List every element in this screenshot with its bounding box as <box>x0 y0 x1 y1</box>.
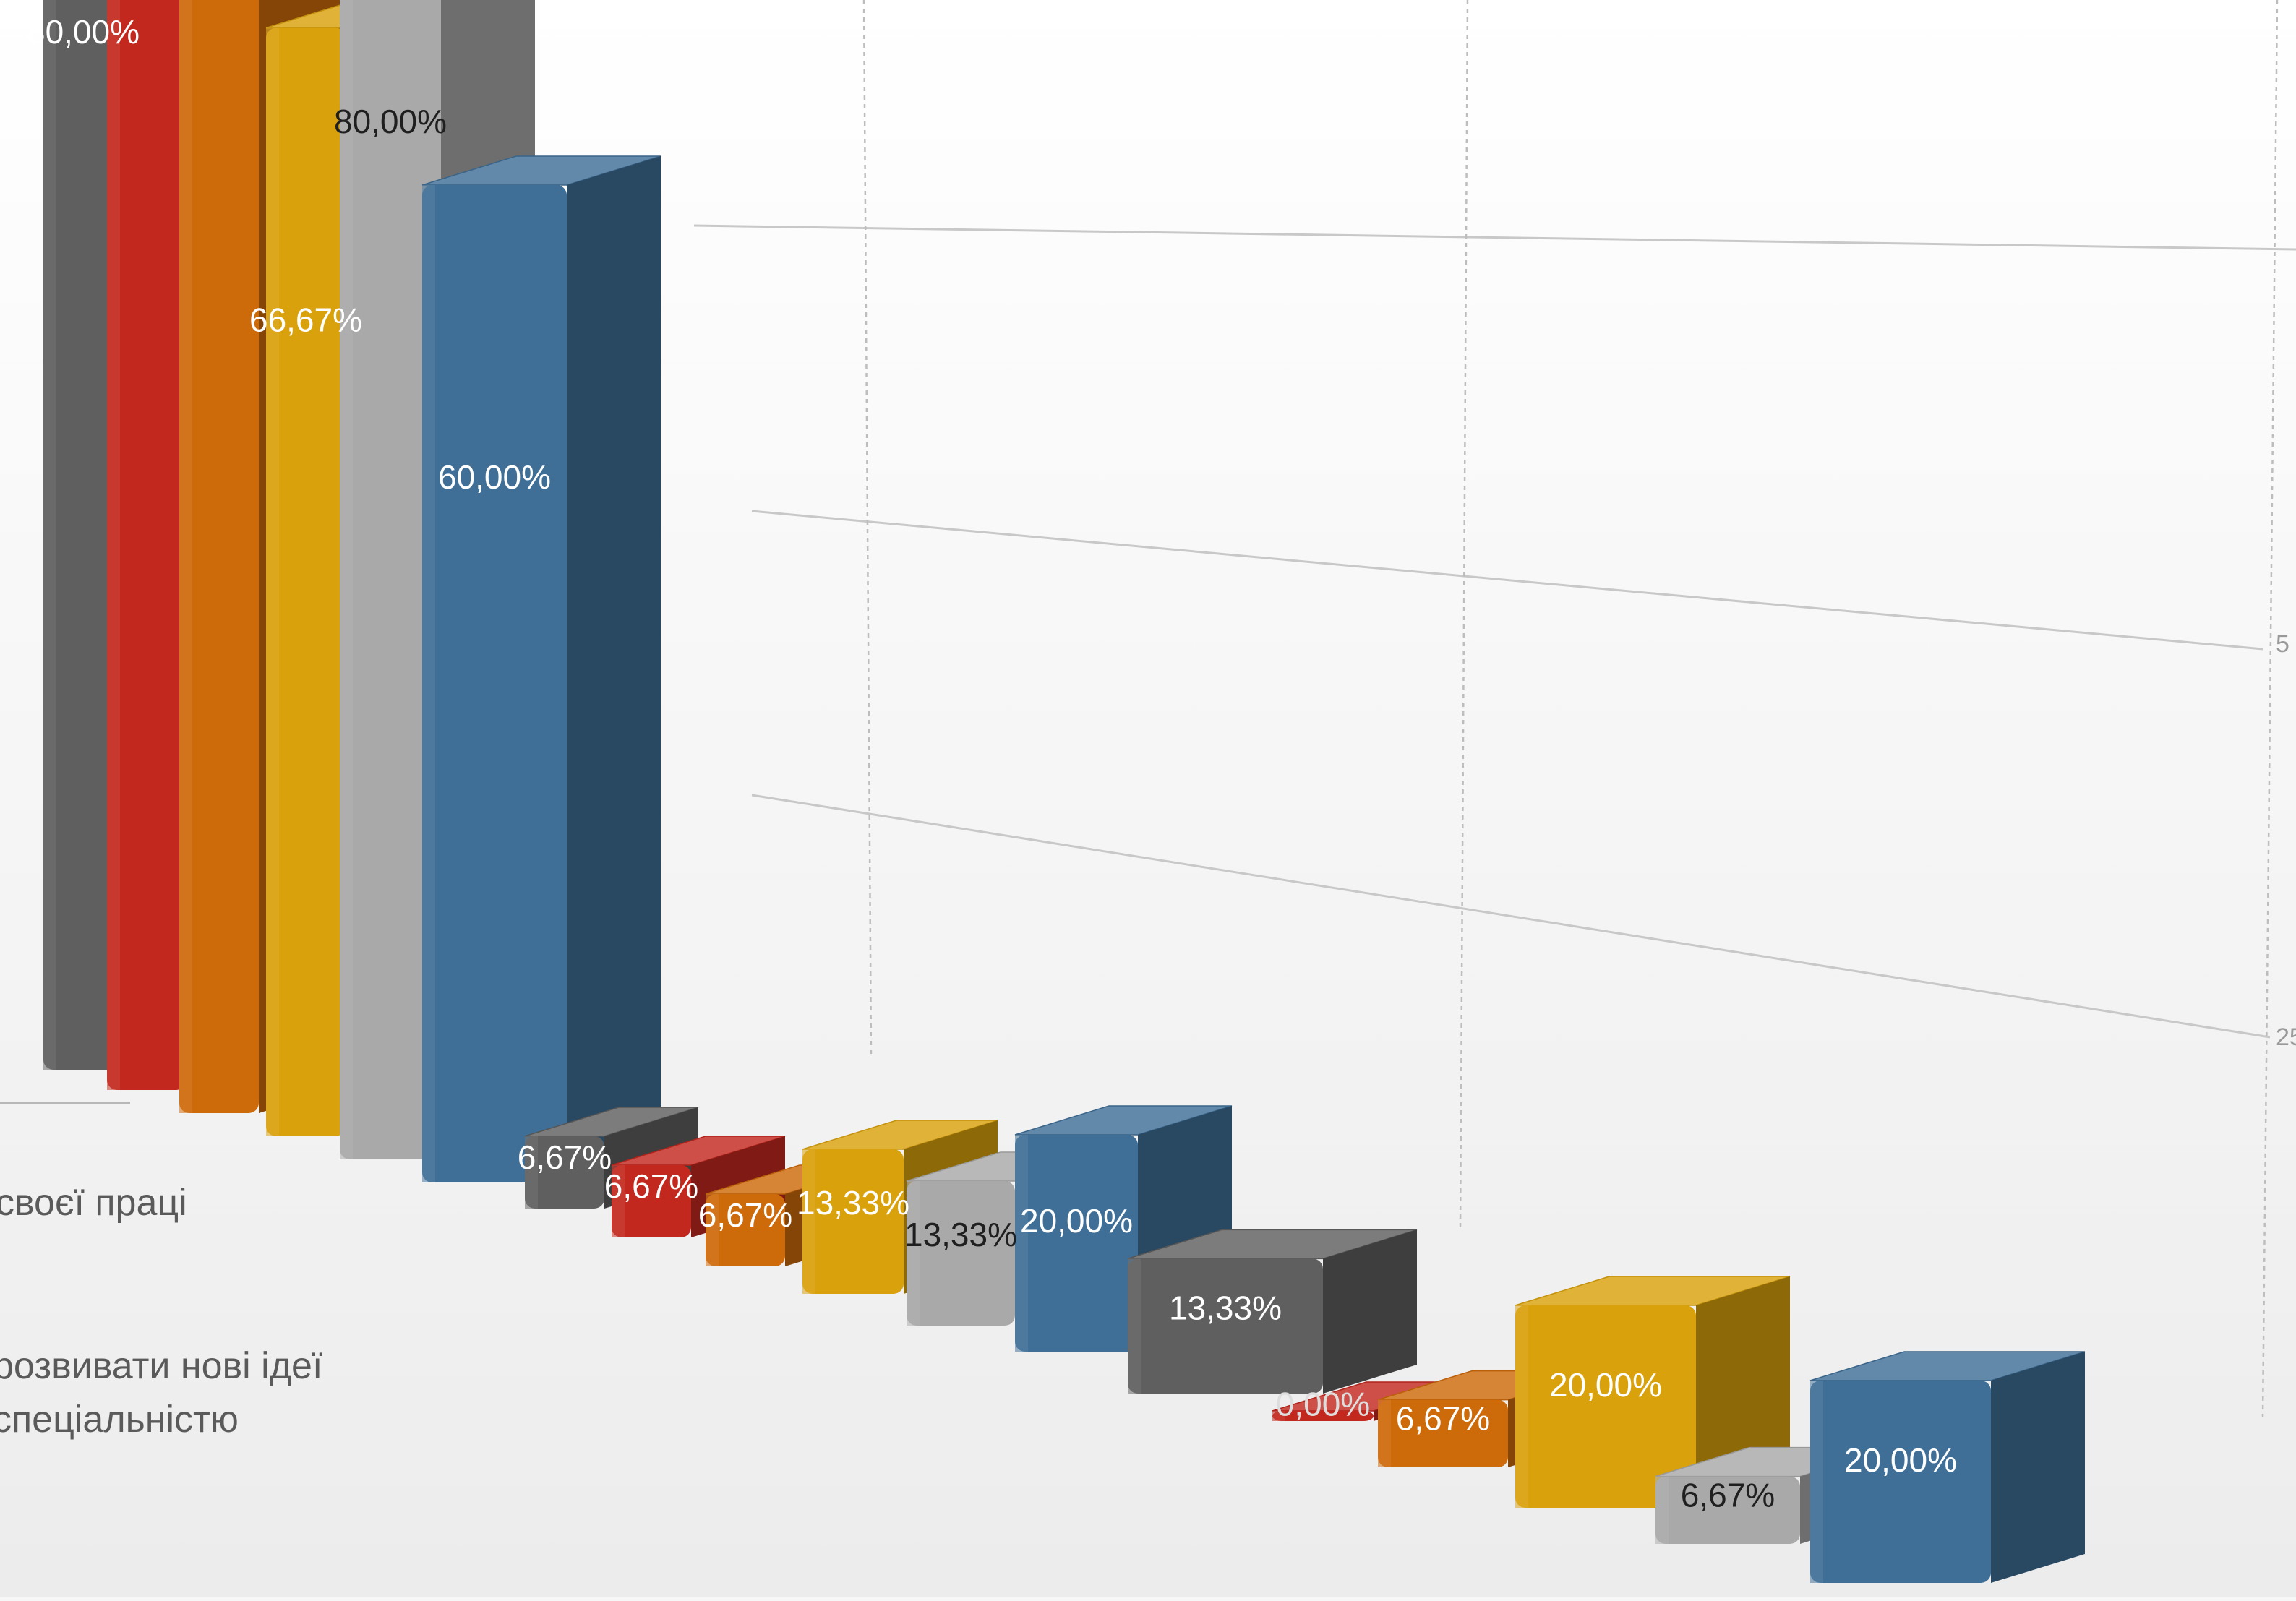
data-label-g2-s4: 13,33% <box>797 1184 909 1222</box>
grid-layer <box>0 0 2296 1417</box>
bar-g3-s1 <box>1127 1229 1418 1394</box>
gridline-v-0 <box>862 0 873 1056</box>
data-label-g3-s6: 20,00% <box>1844 1441 1957 1479</box>
gridline-h-2 <box>751 794 2271 1039</box>
data-label-g1-s4: 66,67% <box>249 301 362 339</box>
data-label-g3-s1: 13,33% <box>1169 1289 1282 1326</box>
bar-g1-s6 <box>421 155 661 1182</box>
gridline-v-1 <box>1459 0 1469 1229</box>
axis-tick-5: 5 <box>2276 630 2289 658</box>
data-label-g2-s6: 20,00% <box>1020 1202 1133 1240</box>
data-label-g1-s6: 60,00% <box>438 458 551 496</box>
axis-tick-25: 25 <box>2276 1023 2296 1051</box>
row-label-own-work: своєї праці <box>0 1182 187 1224</box>
bar-g3-s6 <box>1809 1351 2086 1583</box>
row-label-specialty: спеціальністю <box>0 1399 239 1441</box>
row-label-new-ideas: розвивати нові ідеї <box>0 1345 323 1387</box>
data-label-g2-s2: 6,67% <box>604 1167 698 1205</box>
gridline-h-0 <box>693 224 2296 251</box>
data-label-g3-s3: 6,67% <box>1396 1400 1490 1438</box>
gridline-h-1 <box>751 510 2263 651</box>
data-label-g2-s3: 6,67% <box>698 1196 792 1234</box>
bar-layer <box>43 0 2086 1583</box>
data-label-g3-s4: 20,00% <box>1549 1366 1662 1404</box>
label-layer: 80,00%93,33%86,66%66,67%80,00%60,00%6,67… <box>27 13 1957 1514</box>
data-label-g3-s5: 6,67% <box>1681 1477 1775 1514</box>
data-label-g2-s5: 13,33% <box>904 1216 1017 1253</box>
tick-layer: 5 25 <box>2276 630 2296 1051</box>
data-label-g1-s5: 80,00% <box>334 103 447 140</box>
data-label-g2-s1: 6,67% <box>518 1138 612 1176</box>
gridline-v-2 <box>2261 0 2279 1417</box>
data-label-g1-s1: 80,00% <box>27 13 140 51</box>
data-label-g3-s2: 0,00% <box>1276 1385 1370 1422</box>
